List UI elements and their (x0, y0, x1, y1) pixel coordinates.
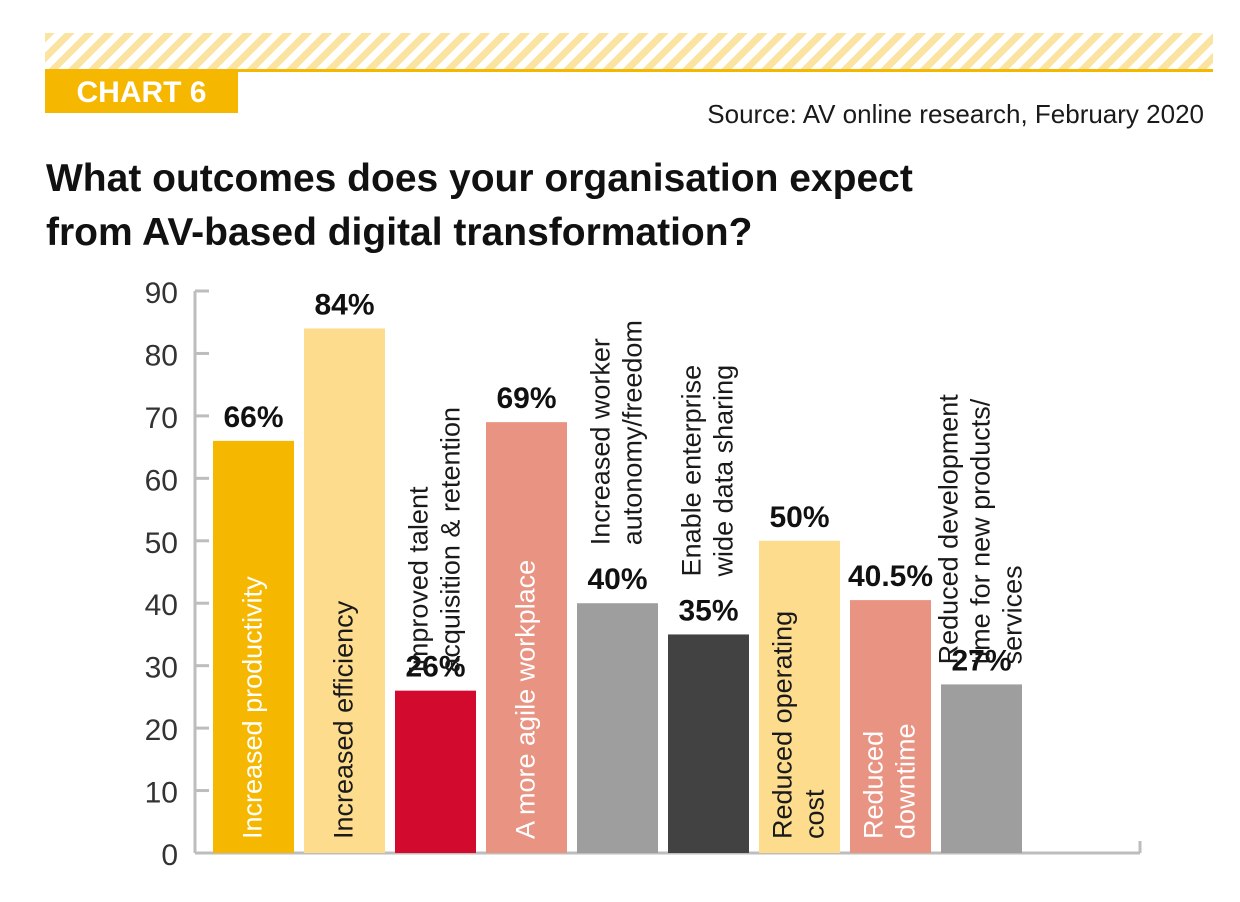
value-label: 35% (678, 594, 738, 627)
value-label: 69% (496, 382, 556, 415)
bar (668, 634, 749, 853)
category-label-line: Increased efficiency (329, 600, 359, 839)
value-label: 40% (587, 563, 647, 596)
category-label-line: acquisition & retention (436, 407, 466, 673)
y-tick-label: 10 (145, 777, 178, 810)
category-label-line: Improved talent (404, 486, 434, 673)
y-tick-label: 70 (145, 402, 178, 435)
category-label: Increased productivity (238, 576, 268, 839)
value-label: 40.5% (848, 560, 933, 593)
bar (395, 690, 476, 853)
category-label-line: Enable enterprise (677, 365, 707, 577)
category-label-line: time for new products/ (966, 398, 996, 664)
category-label-line: wide data sharing (709, 365, 739, 578)
category-label: Reduced operating cost (768, 611, 830, 839)
category-label-line: Increased worker (586, 338, 616, 545)
value-label: 26% (405, 651, 465, 684)
bar (577, 603, 658, 853)
y-tick-label: 60 (145, 464, 178, 497)
y-tick-label: 50 (145, 527, 178, 560)
category-label: Reduced downtime (859, 723, 921, 839)
y-tick-label: 30 (145, 652, 178, 685)
source-note: Source: AV online research, February 202… (707, 99, 1204, 129)
y-tick-label: 90 (145, 277, 178, 310)
category-label-line: services (998, 565, 1028, 664)
chart-badge: CHART 6 (45, 72, 238, 113)
category-label-line: Reduced development (934, 394, 964, 665)
bar (759, 540, 840, 853)
category-label-line: autonomy/freedom (618, 320, 648, 545)
category-label-line: Reduced (859, 731, 889, 839)
chart-title-line-1: What outcomes does your organisation exp… (46, 157, 913, 200)
value-label: 27% (951, 644, 1011, 677)
y-tick-label: 40 (145, 589, 178, 622)
header-rule (45, 69, 1213, 72)
bar (213, 440, 294, 853)
bar (850, 600, 931, 853)
category-label: Increased worker autonomy/freedom (586, 320, 648, 545)
category-label-line: Reduced operating (768, 611, 798, 839)
bar (304, 328, 385, 853)
category-label: A more agile workplace (511, 560, 541, 839)
bar (941, 684, 1022, 853)
y-tick-label: 20 (145, 714, 178, 747)
value-label: 50% (769, 501, 829, 534)
chart-title: What outcomes does your organisation exp… (46, 152, 1006, 260)
category-label: Improved talent acquisition & retention (404, 407, 466, 673)
category-label: Reduced development time for new products… (934, 394, 1028, 665)
y-tick-label: 80 (145, 339, 178, 372)
y-tick-label: 0 (161, 839, 178, 872)
category-label-line: A more agile workplace (511, 560, 541, 839)
value-label: 66% (223, 401, 283, 434)
category-label-line: cost (800, 789, 830, 839)
category-label: Enable enterprise wide data sharing (677, 365, 739, 578)
category-label: Increased efficiency (329, 600, 359, 839)
chart-title-line-2: from AV-based digital transformation? (46, 211, 753, 254)
bar (486, 422, 567, 853)
header-stripe (45, 33, 1213, 69)
category-label-line: downtime (891, 723, 921, 839)
value-label: 84% (314, 288, 374, 321)
category-label-line: Increased productivity (238, 576, 268, 839)
